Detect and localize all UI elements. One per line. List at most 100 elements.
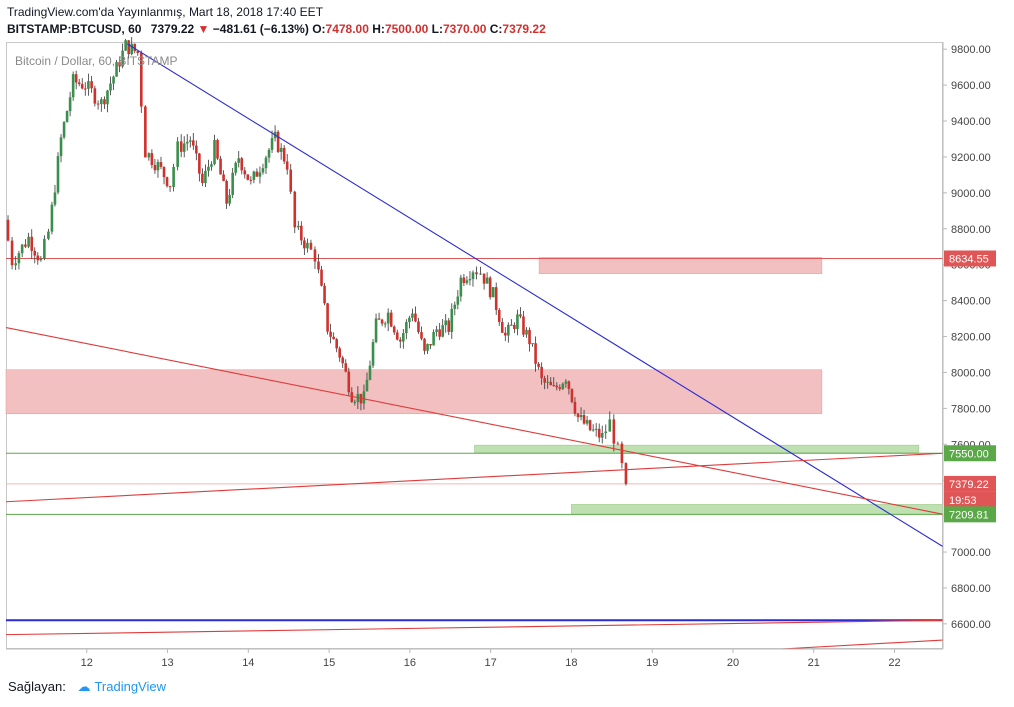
candle-body [115, 62, 118, 77]
candle-body [471, 272, 475, 279]
open-label: O: [312, 22, 326, 36]
candle-body [344, 363, 348, 372]
candle-body [371, 342, 375, 366]
y-tick-label: 9000.00 [951, 188, 991, 200]
candle-body [432, 331, 435, 346]
candle-body [216, 140, 219, 159]
candle-body [368, 365, 372, 380]
x-tick-label: 12 [81, 657, 93, 669]
candle-body [33, 250, 37, 256]
candle-body [335, 339, 338, 349]
x-tick-label: 22 [888, 657, 900, 669]
candle-body [74, 74, 78, 83]
tradingview-logo-icon[interactable]: ☁ [77, 679, 91, 694]
candle-body [50, 204, 54, 232]
candle-body [453, 304, 457, 309]
candle-body [441, 325, 444, 337]
price-label-text: 7550.00 [949, 448, 989, 460]
candle-body [435, 329, 438, 332]
low-value: 7370.00 [443, 22, 487, 36]
x-tick-label: 21 [808, 657, 820, 669]
candle-body [507, 324, 510, 336]
candle-body [383, 323, 387, 325]
candle-body [300, 225, 303, 241]
zone-support-1 [474, 444, 920, 453]
candle-body [43, 238, 46, 259]
x-tick-label: 16 [404, 657, 416, 669]
candle-body [323, 285, 326, 304]
candle-body [582, 414, 586, 424]
candle-body [267, 149, 271, 158]
y-tick-label: 9600.00 [951, 80, 991, 92]
x-tick-label: 20 [727, 657, 739, 669]
trendline [126, 43, 944, 548]
y-tick-label: 9800.00 [951, 44, 991, 56]
candle-body [225, 180, 228, 204]
ohlc-line: BITSTAMP:BTCUSD, 60 7379.22 ▼ −481.61 (−… [7, 22, 546, 36]
candle-body [252, 171, 256, 180]
candle-body [243, 170, 247, 175]
candle-body [150, 153, 154, 166]
candle-body [519, 314, 522, 317]
tradingview-link[interactable]: TradingView [94, 679, 166, 694]
candle-body [83, 88, 87, 90]
candle-body [398, 339, 402, 342]
candle-body [576, 413, 580, 418]
candle-body [168, 186, 172, 188]
footer-label: Sağlayan: [8, 679, 66, 694]
candle-body [179, 141, 183, 152]
price-label-text: 7379.22 [949, 479, 989, 491]
candle-body [612, 419, 616, 444]
candle-body [531, 343, 534, 345]
candle-body [338, 348, 342, 358]
candle-body [616, 443, 620, 445]
candle-body [417, 321, 420, 333]
candle-body [228, 194, 231, 204]
published-line: TradingView.com'da Yayınlanmış, Mart 18,… [7, 5, 324, 19]
candle-body [204, 170, 207, 183]
candle-body [20, 244, 24, 254]
candle-body [153, 165, 157, 171]
candle-body [306, 242, 309, 249]
zone-upper-resistance [538, 257, 823, 274]
candle-body [130, 43, 134, 55]
candle-body [159, 162, 163, 167]
candle-body [124, 40, 127, 51]
candle-body [525, 329, 528, 335]
candle-body [594, 428, 598, 430]
candle-body [491, 287, 495, 298]
candle-body [374, 318, 378, 343]
price-label-text: 19:53 [949, 495, 977, 507]
candle-body [429, 344, 432, 346]
candle-body [564, 381, 568, 384]
candle-body [482, 273, 486, 284]
candle-body [176, 141, 179, 167]
candle-body [293, 191, 297, 228]
candle-body [195, 145, 198, 154]
candle-body [456, 296, 460, 305]
candle-body [156, 162, 160, 171]
close-value: 7379.22 [502, 22, 546, 36]
footer: Sağlayan: ☁ TradingView [8, 679, 166, 695]
candle-body [500, 322, 504, 333]
candle-body [71, 74, 75, 98]
candle-body [59, 137, 63, 157]
candle-body [534, 343, 537, 364]
y-tick-label: 7000.00 [951, 547, 991, 559]
candle-body [65, 111, 69, 123]
candle-body [188, 140, 192, 142]
candle-body [438, 329, 441, 337]
candle-body [147, 153, 151, 158]
y-tick-label: 8800.00 [951, 224, 991, 236]
candle-body [264, 157, 268, 169]
candle-body [144, 106, 147, 158]
candle-body [503, 332, 507, 336]
candle-body [237, 158, 241, 163]
candle-body [414, 313, 417, 322]
candle-body [93, 88, 97, 104]
candle-body [182, 143, 186, 152]
y-tick-label: 7800.00 [951, 403, 991, 415]
candle-body [309, 242, 313, 250]
x-tick-label: 14 [242, 657, 254, 669]
